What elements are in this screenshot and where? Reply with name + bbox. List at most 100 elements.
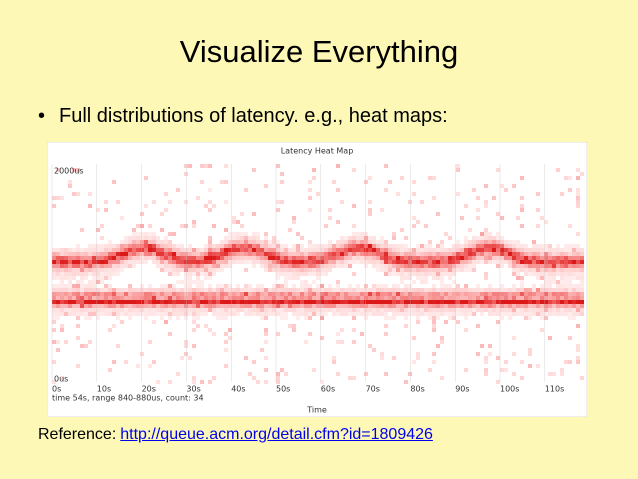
heat-cell bbox=[488, 304, 492, 308]
heat-cell bbox=[232, 232, 236, 236]
heat-cell bbox=[260, 252, 264, 256]
heat-cell bbox=[80, 308, 84, 312]
heat-cell bbox=[332, 264, 336, 268]
heat-cell bbox=[220, 264, 224, 268]
heat-cell bbox=[556, 268, 560, 272]
heat-cell bbox=[132, 292, 136, 296]
heat-cell bbox=[184, 292, 188, 296]
heat-cell bbox=[188, 252, 192, 256]
heat-cell bbox=[484, 232, 488, 236]
reference-link[interactable]: http://queue.acm.org/detail.cfm?id=18094… bbox=[120, 426, 433, 443]
heat-cell bbox=[288, 228, 292, 232]
heat-cell bbox=[272, 264, 276, 268]
heat-cell bbox=[204, 244, 208, 248]
heat-cell bbox=[304, 284, 308, 288]
heat-cell bbox=[544, 272, 548, 276]
heat-cell bbox=[312, 288, 316, 292]
heat-cell bbox=[412, 336, 416, 340]
heat-cell bbox=[472, 264, 476, 268]
heat-cell bbox=[200, 248, 204, 252]
heat-cell bbox=[164, 260, 168, 264]
heat-cell bbox=[88, 304, 92, 308]
heat-cell bbox=[192, 304, 196, 308]
heat-cell bbox=[288, 252, 292, 256]
heat-cell bbox=[416, 304, 420, 308]
heat-cell bbox=[132, 252, 136, 256]
heat-cell bbox=[512, 284, 516, 288]
heat-cell bbox=[60, 264, 64, 268]
heat-cell bbox=[388, 256, 392, 260]
heat-cell bbox=[276, 164, 280, 168]
heat-cell bbox=[352, 168, 356, 172]
heat-cell bbox=[156, 380, 160, 384]
heat-cell bbox=[92, 300, 96, 304]
heat-cell bbox=[412, 248, 416, 252]
heat-cell bbox=[280, 264, 284, 268]
heat-cell bbox=[580, 288, 584, 292]
heat-cell bbox=[120, 244, 124, 248]
heat-cell bbox=[384, 272, 388, 276]
y-top-label: 2000us bbox=[54, 167, 84, 176]
heat-cell bbox=[128, 304, 132, 308]
heat-cell bbox=[56, 168, 60, 172]
heat-cell bbox=[60, 324, 64, 328]
heat-cell bbox=[232, 296, 236, 300]
heat-cell bbox=[548, 268, 552, 272]
heat-cell bbox=[144, 240, 148, 244]
heat-cell bbox=[520, 300, 524, 304]
heat-cell bbox=[176, 272, 180, 276]
heat-cell bbox=[380, 292, 384, 296]
heat-cell bbox=[344, 308, 348, 312]
heat-cell bbox=[272, 304, 276, 308]
heat-cell bbox=[232, 260, 236, 264]
heat-cell bbox=[576, 168, 580, 172]
heat-cell bbox=[404, 316, 408, 320]
heat-cell bbox=[216, 256, 220, 260]
heat-cell bbox=[208, 296, 212, 300]
heat-cell bbox=[172, 308, 176, 312]
heat-cell bbox=[500, 308, 504, 312]
heat-cell bbox=[404, 288, 408, 292]
heat-cell bbox=[156, 312, 160, 316]
heat-cell bbox=[428, 176, 432, 180]
heat-cell bbox=[244, 236, 248, 240]
heat-cell bbox=[260, 312, 264, 316]
heat-cell bbox=[248, 252, 252, 256]
heat-cell bbox=[464, 240, 468, 244]
heat-cell bbox=[92, 244, 96, 248]
heat-cell bbox=[568, 260, 572, 264]
heat-cell bbox=[452, 308, 456, 312]
heat-cell bbox=[392, 300, 396, 304]
heat-cell bbox=[512, 268, 516, 272]
heat-cell bbox=[72, 296, 76, 300]
heat-cell bbox=[200, 280, 204, 284]
heat-cell bbox=[480, 256, 484, 260]
heat-cell bbox=[552, 372, 556, 376]
heat-cell bbox=[208, 308, 212, 312]
heat-cell bbox=[364, 180, 368, 184]
heat-cell bbox=[248, 292, 252, 296]
heat-cell bbox=[364, 236, 368, 240]
heat-cell bbox=[372, 348, 376, 352]
heat-cell bbox=[368, 244, 372, 248]
heat-cell bbox=[264, 252, 268, 256]
heat-cell bbox=[192, 252, 196, 256]
heat-cell bbox=[416, 272, 420, 276]
heat-cell bbox=[512, 240, 516, 244]
heat-cell bbox=[96, 268, 100, 272]
heat-cell bbox=[208, 264, 212, 268]
heat-cell bbox=[292, 288, 296, 292]
heat-cell bbox=[484, 252, 488, 256]
heat-cell bbox=[232, 292, 236, 296]
heat-cell bbox=[200, 300, 204, 304]
heat-cell bbox=[536, 312, 540, 316]
heat-cell bbox=[244, 296, 248, 300]
heat-cell bbox=[496, 236, 500, 240]
heat-cell bbox=[280, 260, 284, 264]
heat-cell bbox=[108, 292, 112, 296]
heat-cell bbox=[504, 296, 508, 300]
heat-cell bbox=[208, 208, 212, 212]
heat-cell bbox=[180, 308, 184, 312]
heat-cell bbox=[508, 256, 512, 260]
heat-cell bbox=[236, 236, 240, 240]
